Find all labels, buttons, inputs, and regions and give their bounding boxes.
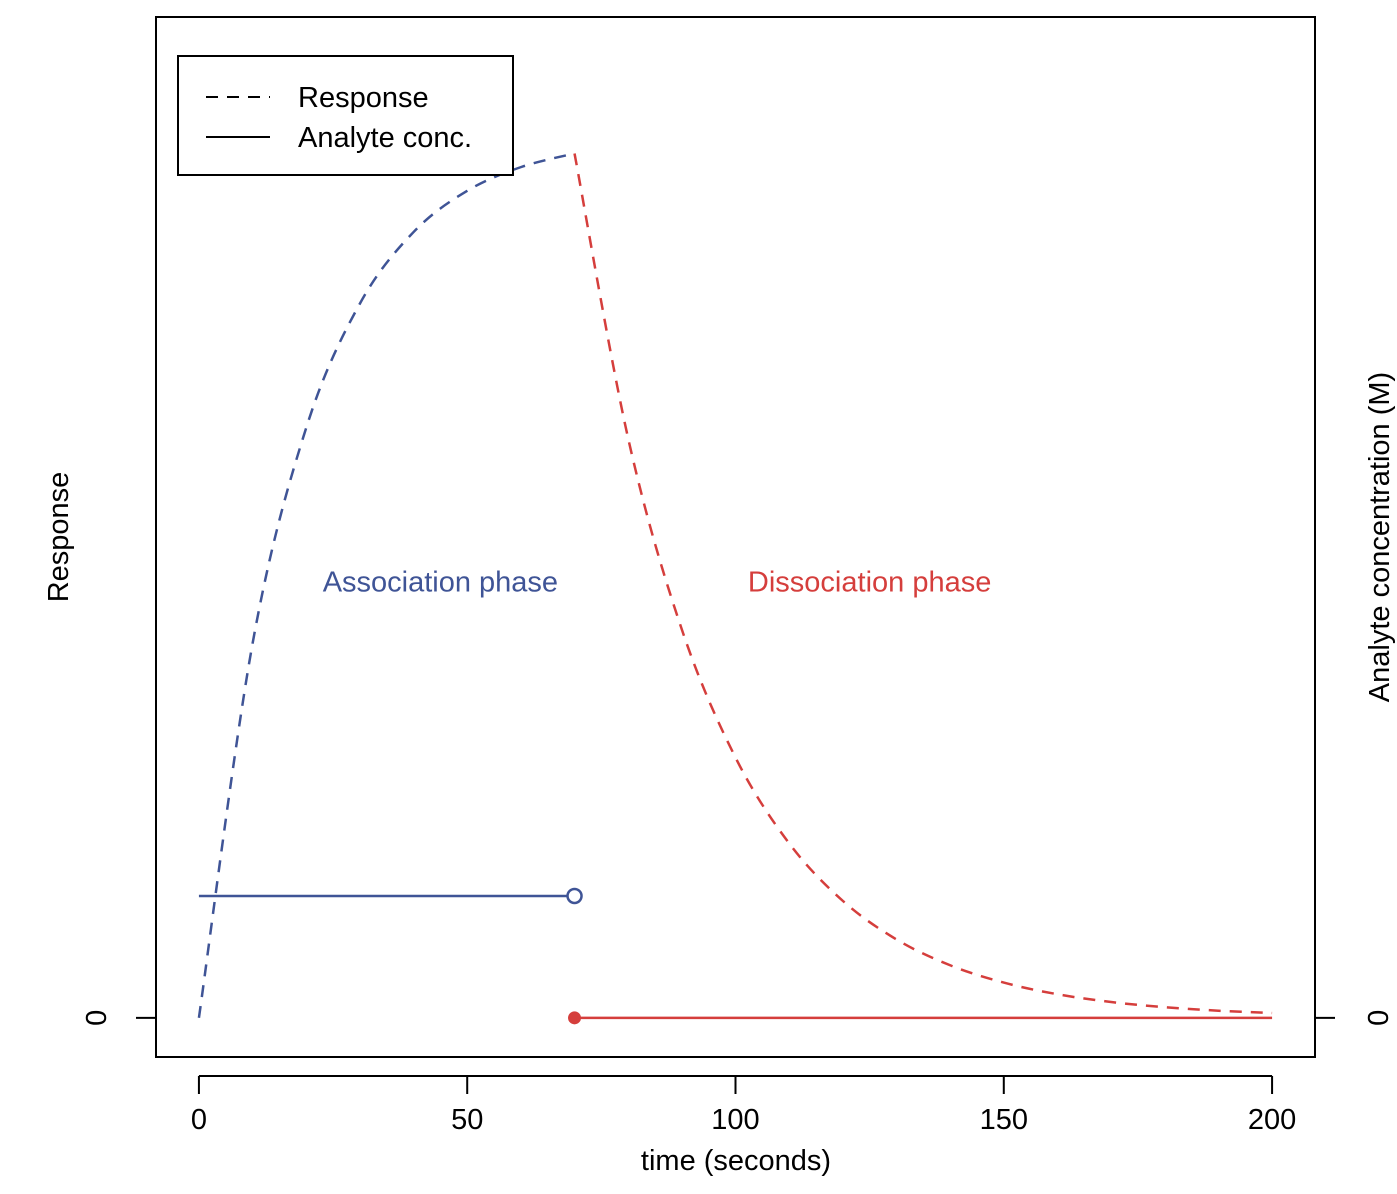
association-end-marker [566,887,583,905]
y-tick-label: 0 [81,1010,113,1026]
x-tick-label: 150 [980,1104,1028,1136]
dissociation-start-marker [568,1011,582,1025]
annotation-dissociation-phase: Dissociation phase [748,566,991,598]
axis-layer: 0 50 100 150 200 0 0 [81,1010,1395,1136]
annotation-association-phase: Association phase [323,566,558,598]
x-tick-label: 100 [711,1104,759,1136]
annotation-layer: Association phase Dissociation phase [323,566,992,598]
legend-response-label: Response [298,82,429,114]
y2-axis-label: Analyte concentration (M) [1364,372,1396,702]
x-tick-label: 200 [1248,1104,1296,1136]
x-axis-label: time (seconds) [641,1145,831,1177]
series-dissociation-response-line [573,153,1273,1015]
legend: Response Analyte conc. [177,55,514,176]
series-layer [197,152,1273,1025]
series-association-response-line [197,152,575,1019]
x-tick-label: 50 [451,1104,483,1136]
legend-conc-label: Analyte conc. [298,122,472,154]
y-axis-label: Response [43,472,75,603]
plot-frame [155,16,1316,1058]
legend-box [177,55,514,176]
y2-tick-label: 0 [1363,1010,1395,1026]
x-tick-label: 0 [191,1104,207,1136]
